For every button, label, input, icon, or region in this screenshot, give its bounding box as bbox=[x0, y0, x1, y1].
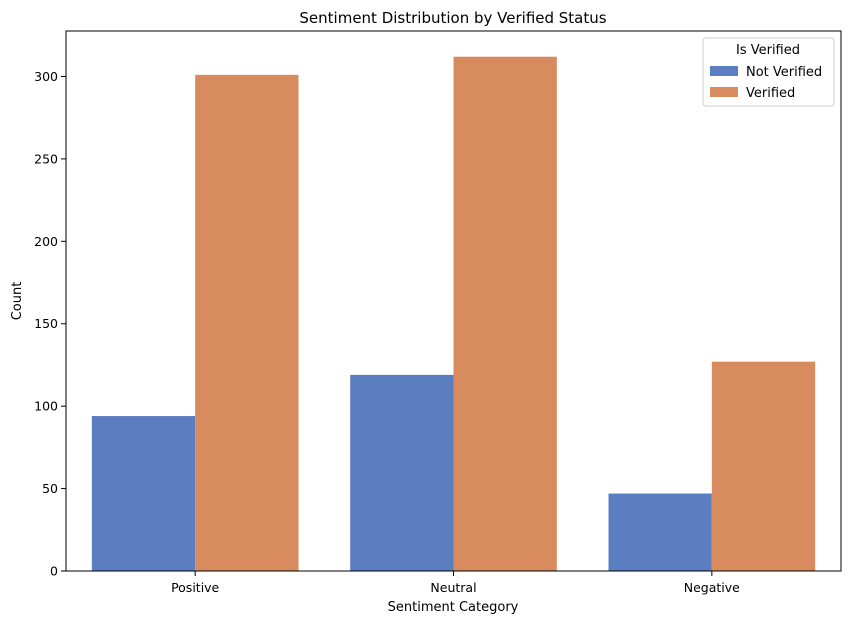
x-tick-label: Neutral bbox=[430, 580, 476, 595]
chart-title: Sentiment Distribution by Verified Statu… bbox=[299, 9, 606, 27]
y-tick-label: 150 bbox=[34, 316, 58, 331]
x-tick-label: Negative bbox=[684, 580, 740, 595]
legend: Is Verified Not Verified Verified bbox=[702, 37, 835, 107]
legend-title: Is Verified bbox=[736, 43, 800, 58]
bar-not-verified-negative bbox=[608, 493, 712, 571]
legend-label-not-verified: Not Verified bbox=[746, 65, 822, 80]
y-axis-label: Count bbox=[10, 282, 25, 321]
y-tick-label: 50 bbox=[42, 481, 58, 496]
y-axis: 0 50 100 150 200 250 300 bbox=[34, 69, 66, 579]
y-tick-label: 100 bbox=[34, 399, 58, 414]
x-tick-label: Positive bbox=[171, 580, 219, 595]
x-axis: Positive Neutral Negative bbox=[171, 571, 740, 595]
y-tick-label: 300 bbox=[34, 69, 58, 84]
bar-not-verified-positive bbox=[91, 416, 196, 571]
bar-verified-neutral bbox=[453, 56, 557, 571]
y-tick-label: 250 bbox=[34, 151, 58, 166]
bar-verified-negative bbox=[711, 361, 816, 571]
x-axis-label: Sentiment Category bbox=[388, 600, 519, 615]
y-tick-label: 0 bbox=[50, 564, 58, 579]
legend-swatch-verified bbox=[710, 87, 738, 97]
bar-not-verified-neutral bbox=[350, 374, 454, 571]
y-tick-label: 200 bbox=[34, 234, 58, 249]
plot-frame bbox=[65, 30, 842, 572]
bar-verified-positive bbox=[195, 74, 299, 571]
bars-group bbox=[91, 56, 816, 571]
legend-swatch-not-verified bbox=[710, 66, 738, 76]
legend-label-verified: Verified bbox=[746, 86, 795, 101]
